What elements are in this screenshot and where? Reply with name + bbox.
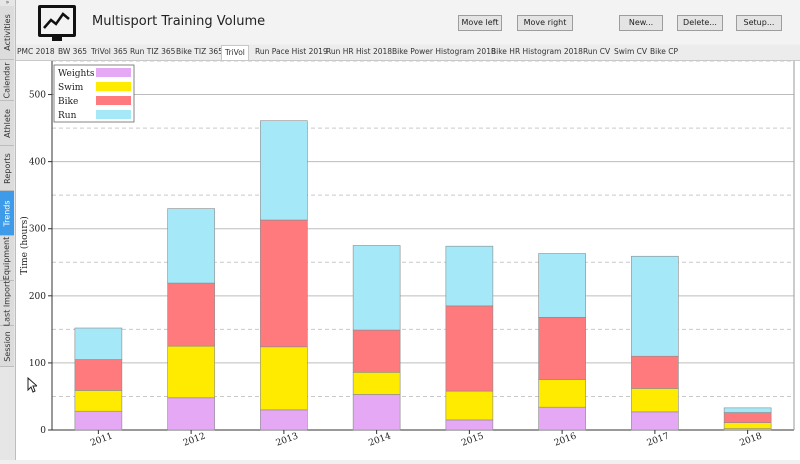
bar-swim-2016 [538, 379, 586, 408]
sidebar-item-label: Session [2, 330, 12, 362]
sidebar-item-session[interactable]: Session [0, 326, 14, 367]
legend-label-swim: Swim [58, 83, 84, 93]
move-left-button[interactable]: Move left [458, 15, 502, 31]
monitor-stand-icon [52, 37, 62, 41]
sidebar-item-activities[interactable]: Activities [0, 6, 14, 60]
bar-run-2018 [723, 407, 772, 413]
sidebar-item-reports[interactable]: Reports [0, 146, 14, 191]
bar-bike-2018 [723, 412, 772, 423]
bar-run-2017 [631, 255, 679, 357]
tab-trivol-365[interactable]: TriVol 365 [91, 47, 128, 56]
move-right-button[interactable]: Move right [517, 15, 573, 31]
tab-pmc-2018[interactable]: PMC 2018 [17, 47, 55, 56]
bar-run-2015 [445, 245, 494, 307]
sidebar-item-label: Trends [2, 199, 12, 227]
bar-weights-2016 [538, 406, 586, 431]
tab-run-hr-hist-2018[interactable]: Run HR Hist 2018 [326, 47, 393, 56]
page-title: Multisport Training Volume [92, 14, 266, 29]
bar-weights-2014 [352, 394, 401, 431]
y-axis-label: Time (hours) [19, 216, 30, 275]
bar-bike-2013 [260, 219, 308, 348]
bar-weights-2013 [260, 409, 308, 431]
tab-bw-365[interactable]: BW 365 [58, 47, 87, 56]
tab-bike-tiz-365[interactable]: Bike TIZ 365 [176, 47, 223, 56]
bar-weights-2011 [74, 410, 123, 431]
tab-run-pace-hist-2019[interactable]: Run Pace Hist 2019 [255, 47, 328, 56]
x-tick-label: 2018 [738, 431, 763, 448]
sidebar-item-label: Athlete [2, 108, 12, 138]
sidebar-item-label: Last Import [2, 280, 12, 326]
bar-bike-2011 [74, 359, 123, 391]
bar-bike-2015 [445, 305, 494, 392]
legend-label-run: Run [58, 111, 77, 121]
bar-run-2013 [260, 120, 308, 221]
bar-bike-2016 [538, 316, 586, 380]
tab-run-tiz-365[interactable]: Run TIZ 365 [130, 47, 176, 56]
legend-label-weights: Weights [58, 69, 95, 79]
new-button[interactable]: New... [619, 15, 663, 31]
sidebar-item-label: Equipment [2, 236, 12, 280]
x-tick-label: 2017 [646, 431, 671, 448]
bar-swim-2018 [723, 422, 772, 429]
tab-bike-cp[interactable]: Bike CP [650, 47, 679, 56]
sidebar-item-calendar[interactable]: Calendar [0, 60, 14, 101]
tab-trivol[interactable]: TriVol [221, 45, 249, 60]
bar-bike-2017 [631, 355, 679, 389]
chart-area: 0 100 200 300 400 500 Time (hours) 2011 2012 2013… [16, 60, 800, 460]
sidebar-item-athlete[interactable]: Athlete [0, 101, 14, 146]
collapse-icon[interactable]: » [5, 0, 10, 6]
y-tick-label: 0 [40, 426, 46, 436]
bar-weights-2012 [167, 397, 215, 431]
y-tick-label: 100 [29, 359, 46, 369]
chart-tabs: PMC 2018 BW 365 TriVol 365 Run TIZ 365 B… [16, 45, 800, 61]
sidebar-item-equipment[interactable]: Equipment [0, 236, 14, 281]
chart-monitor-icon [38, 5, 76, 37]
x-tick-label: 2016 [553, 431, 578, 448]
y-tick-label: 400 [29, 158, 46, 168]
tab-bike-hr-histogram-2018[interactable]: Bike HR Histogram 2018 [491, 47, 583, 56]
legend-label-bike: Bike [58, 97, 78, 107]
sidebar-item-trends[interactable]: Trends [0, 191, 14, 236]
bar-bike-2014 [352, 329, 401, 373]
legend-swatch-run [96, 110, 131, 119]
mouse-cursor-icon [27, 376, 39, 397]
y-tick-label: 200 [29, 292, 46, 302]
bar-swim-2013 [260, 346, 308, 411]
y-tick-label: 300 [29, 225, 46, 235]
bar-swim-2014 [352, 372, 401, 395]
sidebar-item-label: Reports [2, 152, 12, 184]
legend-swatch-bike [96, 96, 131, 105]
x-tick-label: 2013 [275, 431, 300, 448]
legend-swatch-weights [96, 68, 131, 77]
sidebar: » Activities Calendar Athlete Reports Tr… [0, 0, 16, 460]
bar-swim-2011 [74, 390, 123, 412]
bar-run-2016 [538, 253, 586, 318]
bar-weights-2017 [631, 411, 679, 431]
delete-button[interactable]: Delete... [677, 15, 723, 31]
header: Multisport Training Volume Move left Mov… [16, 0, 800, 44]
x-tick-label: 2015 [460, 431, 485, 448]
legend-swatch-swim [96, 82, 131, 91]
bar-weights-2015 [445, 419, 494, 431]
sidebar-item-label: Activities [2, 14, 12, 51]
sidebar-item-label: Calendar [2, 62, 12, 98]
y-tick-label: 500 [29, 91, 46, 101]
x-tick-label: 2012 [182, 432, 207, 449]
stacked-bar-chart: 0 100 200 300 400 500 Time (hours) 2011 2012 2013… [19, 60, 795, 449]
bar-bike-2012 [167, 282, 215, 347]
x-tick-label: 2011 [89, 432, 114, 449]
tab-run-cv[interactable]: Run CV [583, 47, 611, 56]
sidebar-item-last-import[interactable]: Last Import [0, 280, 14, 326]
bar-swim-2017 [631, 388, 679, 413]
bar-swim-2015 [445, 390, 494, 421]
bar-run-2011 [74, 327, 123, 360]
tab-swim-cv[interactable]: Swim CV [614, 47, 648, 56]
setup-button[interactable]: Setup... [736, 15, 782, 31]
x-tick-label: 2014 [367, 431, 392, 448]
bar-swim-2012 [167, 345, 215, 399]
tab-bike-power-histogram-2018[interactable]: Bike Power Histogram 2018 [392, 47, 496, 56]
bar-run-2014 [352, 245, 401, 331]
bar-run-2012 [167, 208, 215, 284]
